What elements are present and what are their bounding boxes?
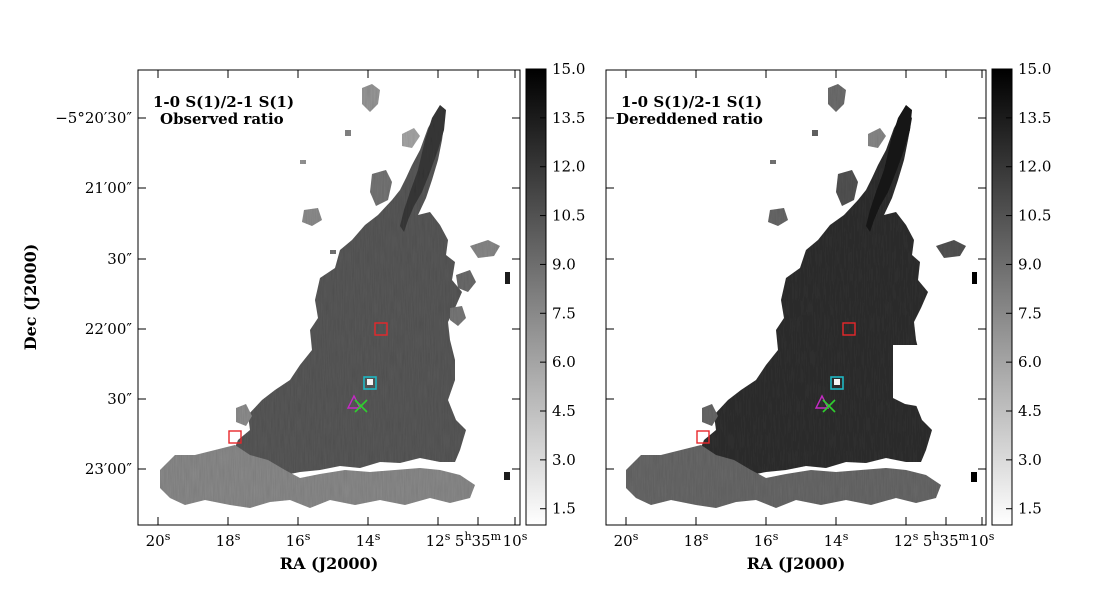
left-title-line1: 1-0 S(1)/2-1 S(1) <box>153 93 294 111</box>
x-axis-label-right: RA (J2000) <box>747 554 846 573</box>
colorbar-tick-label: 4.5 <box>552 402 576 420</box>
right-marker-cyan-square <box>830 376 844 390</box>
right-streamer-5 <box>936 240 966 258</box>
colorbar-tick-label: 3.0 <box>552 451 576 469</box>
x-tick-label: 18s <box>684 530 709 550</box>
colorbar-tick-label: 13.5 <box>552 109 585 127</box>
colorbar-tick-label: 6.0 <box>552 353 576 371</box>
left-heatmap-image <box>160 84 510 508</box>
colorbar-tick-label: 3.0 <box>1018 451 1042 469</box>
y-tick-label: 21′00″ <box>85 179 133 197</box>
colorbar-tick-label: 10.5 <box>552 207 585 225</box>
left-streamer-5 <box>470 240 500 258</box>
left-streamer-4 <box>370 170 392 206</box>
right-bright-pixel <box>834 379 840 385</box>
left-streamer-3 <box>402 128 420 148</box>
x-tick-label: 10s <box>503 530 528 550</box>
right-marker-red-square-1 <box>842 322 856 336</box>
right-pixel-a <box>770 160 776 164</box>
right-heatmap-image <box>626 84 986 508</box>
right-masked-region <box>893 340 986 420</box>
colorbar-tick-label: 9.0 <box>552 255 576 273</box>
x-tick-label: 18s <box>216 530 241 550</box>
colorbar-tick-label: 6.0 <box>1018 353 1042 371</box>
colorbar-tick-label: 10.5 <box>1018 207 1051 225</box>
y-tick-label: 22′00″ <box>85 320 133 338</box>
left-marker-green-x <box>354 399 368 413</box>
left-bright-pixel <box>367 379 373 385</box>
colorbar-tick-label: 7.5 <box>552 304 576 322</box>
x-tick-label: 16s <box>286 530 311 550</box>
left-pixel-e <box>330 250 336 254</box>
left-axes-frame <box>137 69 521 526</box>
colorbar-tick-label: 7.5 <box>1018 304 1042 322</box>
left-y-ticks: −5°20′30″ 21′00″ 30″ 22′00″ 30″ 23′00″ <box>55 109 520 478</box>
x-tick-label: 16s <box>754 530 779 550</box>
y-tick-label: 30″ <box>107 250 132 268</box>
right-pixel-d <box>971 472 977 482</box>
left-pixel-b <box>345 130 351 136</box>
colorbar-tick-label: 9.0 <box>1018 255 1042 273</box>
left-streamer-6 <box>302 208 322 226</box>
right-streamer-9 <box>702 404 718 426</box>
colorbar-tick-label: 1.5 <box>552 500 576 518</box>
left-streamer-7 <box>456 270 476 292</box>
x-tick-label: 14s <box>356 530 381 550</box>
y-tick-label: 30″ <box>107 390 132 408</box>
left-x-ticks: 20s 18s 16s 14s 12s 5h35m 10s <box>146 70 528 550</box>
right-axes-frame <box>605 69 987 526</box>
right-streamer-2 <box>828 84 846 112</box>
x-tick-label: 14s <box>824 530 849 550</box>
y-axis-label: Dec (J2000) <box>21 244 40 351</box>
left-marker-cyan-square <box>363 376 377 390</box>
right-x-ticks: 20s 18s 16s 14s 12s 5h35m 10s <box>606 70 995 550</box>
x-tick-label: 20s <box>146 530 171 550</box>
left-panel-observed-ratio: 1-0 S(1)/2-1 S(1) Observed ratio 15.0 13.… <box>21 60 585 573</box>
right-colorbar-ticks: 15.0 13.5 12.0 10.5 9.0 7.5 6.0 4.5 3.0 1.5 <box>1006 60 1051 518</box>
right-emission-lower <box>626 445 941 508</box>
left-streamer-8 <box>450 306 466 326</box>
x-tick-label: 12s <box>894 530 919 550</box>
x-tick-label: 10s <box>970 530 995 550</box>
left-marker-red-square-1 <box>374 322 388 336</box>
colorbar-tick-label: 1.5 <box>1018 500 1042 518</box>
x-tick-label: 20s <box>614 530 639 550</box>
colorbar-tick-label: 15.0 <box>552 60 585 78</box>
left-colorbar-ticks: 15.0 13.5 12.0 10.5 9.0 7.5 6.0 4.5 3.0 1.5 <box>540 60 585 518</box>
left-streamer-1 <box>400 105 446 232</box>
left-pixel-a <box>300 160 306 164</box>
left-marker-red-square-2 <box>228 430 242 444</box>
left-colorbar <box>525 68 547 526</box>
right-colorbar <box>991 68 1013 526</box>
right-title-line1: 1-0 S(1)/2-1 S(1) <box>621 93 762 111</box>
x-tick-label: 5h35m <box>923 530 970 550</box>
right-title-line2: Dereddened ratio <box>616 110 763 128</box>
right-streamer-3 <box>868 128 886 148</box>
x-tick-label: 5h35m <box>455 530 502 550</box>
left-emission-lower <box>160 445 475 508</box>
right-streamer-1 <box>866 105 912 232</box>
right-panel-dereddened-ratio: 1-0 S(1)/2-1 S(1) Dereddened ratio 15.01… <box>605 60 1051 573</box>
x-tick-label: 12s <box>426 530 451 550</box>
y-tick-label: 23′00″ <box>85 460 133 478</box>
left-title-line2: Observed ratio <box>160 110 284 128</box>
colorbar-tick-label: 12.0 <box>1018 158 1051 176</box>
colorbar-tick-label: 13.5 <box>1018 109 1051 127</box>
left-streamer-2 <box>362 84 380 112</box>
left-streamer-9 <box>236 404 252 426</box>
left-pixel-d <box>504 472 510 480</box>
y-tick-label: −5°20′30″ <box>55 109 132 127</box>
colorbar-tick-label: 12.0 <box>552 158 585 176</box>
right-marker-red-square-2 <box>696 430 710 444</box>
right-streamer-4 <box>836 170 858 206</box>
colorbar-tick-label: 4.5 <box>1018 402 1042 420</box>
right-pixel-b <box>812 130 818 136</box>
colorbar-tick-label: 15.0 <box>1018 60 1051 78</box>
right-streamer-6 <box>768 208 788 226</box>
x-axis-label-left: RA (J2000) <box>280 554 379 573</box>
left-pixel-c <box>505 272 510 284</box>
right-marker-green-x <box>822 399 836 413</box>
right-pixel-c <box>972 272 977 284</box>
